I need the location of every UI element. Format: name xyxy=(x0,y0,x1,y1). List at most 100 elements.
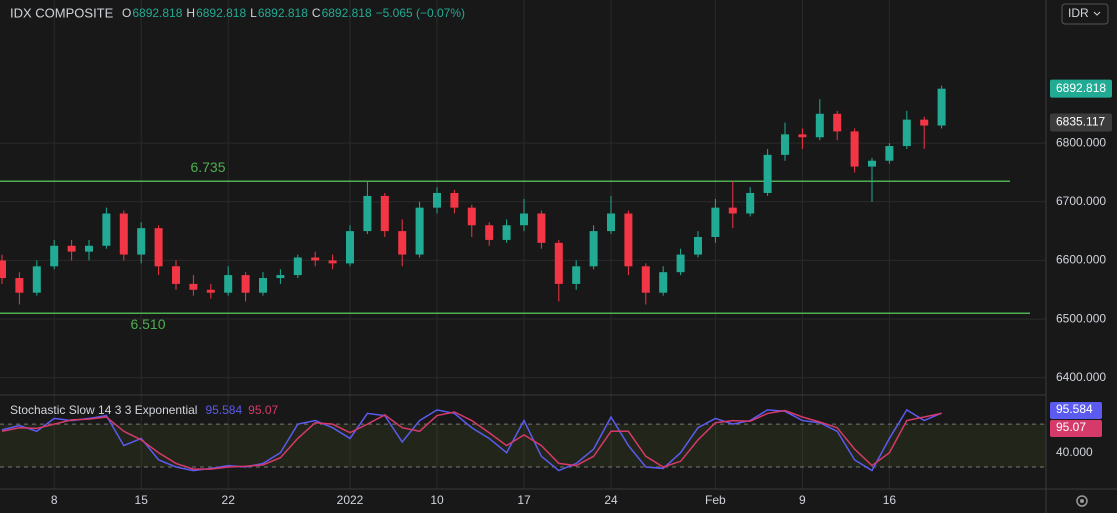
x-tick-label: 24 xyxy=(604,493,618,507)
price-label: 6835.117 xyxy=(1056,115,1105,129)
chevron xyxy=(1093,11,1101,16)
candle-body xyxy=(920,119,929,126)
candle-body xyxy=(728,207,737,214)
candle-body xyxy=(624,213,633,267)
candle-body xyxy=(102,213,111,246)
candle-body xyxy=(0,260,6,279)
header: IDX COMPOSITE O 6892.818 H 6892.818 L 6892.81… xyxy=(10,5,465,20)
gear[interactable] xyxy=(1076,495,1088,507)
level-label: 6.735 xyxy=(190,159,225,175)
candle-body xyxy=(433,192,441,208)
candle-body xyxy=(711,207,720,237)
y-tick-label: 6600.000 xyxy=(1056,253,1106,267)
candle-body xyxy=(850,131,859,167)
change: −5.065 (−0.07%) xyxy=(376,6,465,20)
candle-body xyxy=(119,213,128,255)
candle-body xyxy=(833,113,842,132)
candle-body xyxy=(520,213,528,226)
indicator-label: 95.07 xyxy=(1056,420,1086,434)
indicator-value: 95.584 xyxy=(205,403,242,417)
y-tick-label: 6700.000 xyxy=(1056,194,1106,208)
legend-value: 6892.818 xyxy=(196,6,246,20)
candle-body xyxy=(868,160,876,167)
price-label: 6892.818 xyxy=(1056,81,1106,95)
legend-key: H xyxy=(186,6,195,20)
indicator-label: 95.584 xyxy=(1056,402,1093,416)
candle-body xyxy=(502,225,511,240)
price-label-box xyxy=(1050,79,1112,98)
candle-body xyxy=(206,289,215,293)
candle-body xyxy=(224,275,233,293)
legend-value: 6892.818 xyxy=(322,6,372,20)
x-tick-label: 16 xyxy=(883,493,897,507)
candle-body xyxy=(763,154,772,193)
x-tick-label: 17 xyxy=(517,493,531,507)
plot: 6400.000 6500.000 6600.000 6700.000 6800.000… xyxy=(0,79,1112,507)
currency[interactable]: IDR xyxy=(1068,6,1089,20)
indicator-title: Stochastic Slow 14 3 3 Exponential xyxy=(10,403,197,417)
candle-body xyxy=(694,236,702,255)
candle-body xyxy=(937,88,946,126)
candle-body xyxy=(798,134,807,138)
candle-body xyxy=(450,192,459,208)
candle-body xyxy=(676,254,685,273)
candle-body xyxy=(328,260,337,264)
x-tick-label: 9 xyxy=(799,493,806,507)
candle-body xyxy=(781,134,789,155)
chart-title: IDX COMPOSITE xyxy=(10,5,114,20)
candle-body xyxy=(815,113,824,138)
candle-body xyxy=(380,195,389,232)
candle-body xyxy=(485,225,494,240)
indicator-label-box xyxy=(1050,420,1102,437)
currency-button[interactable]: IDR xyxy=(1061,3,1109,25)
candle-body xyxy=(172,266,180,284)
indicator-tick-label: 40.000 xyxy=(1056,445,1093,459)
price-label-box xyxy=(1050,113,1112,132)
candle-body xyxy=(537,213,546,243)
candle-body xyxy=(902,119,911,147)
legend-value: 6892.818 xyxy=(258,6,308,20)
candle-body xyxy=(50,245,59,267)
legend-key: C xyxy=(312,6,321,20)
candle-body xyxy=(554,242,563,284)
y-tick-label: 6800.000 xyxy=(1056,135,1106,149)
candle-body xyxy=(137,228,146,255)
candle-body xyxy=(85,245,93,252)
x-tick-label: 15 xyxy=(135,493,149,507)
settings-icon[interactable] xyxy=(1076,495,1088,507)
legend-key: L xyxy=(250,6,257,20)
candle-body xyxy=(641,266,650,293)
candle-body xyxy=(398,231,407,255)
candle-body xyxy=(67,245,76,252)
candle-body xyxy=(189,283,198,290)
candle-body xyxy=(885,146,894,161)
candle-body xyxy=(607,213,615,232)
candle-body xyxy=(241,275,250,293)
candle-body xyxy=(259,278,267,293)
y-tick-label: 6400.000 xyxy=(1056,370,1106,384)
x-tick-label: 10 xyxy=(430,493,444,507)
gear-center xyxy=(1080,499,1084,503)
candle-body xyxy=(572,266,581,284)
candle-body xyxy=(659,272,668,293)
candle-body xyxy=(276,275,285,279)
candle-body xyxy=(467,207,476,226)
candle-body xyxy=(154,228,163,267)
x-tick-label: Feb xyxy=(705,493,726,507)
grid xyxy=(0,0,1046,489)
candle-body xyxy=(346,231,354,264)
candle-body xyxy=(15,278,24,293)
band-fill xyxy=(0,424,1046,467)
currency-box[interactable] xyxy=(1061,3,1109,25)
indicator-label-box xyxy=(1050,402,1102,419)
indicator-value: 95.07 xyxy=(248,403,278,417)
legend-key: O xyxy=(122,6,131,20)
y-tick-label: 6500.000 xyxy=(1056,311,1106,325)
x-tick-label: 8 xyxy=(51,493,58,507)
x-tick-label: 2022 xyxy=(337,493,364,507)
candle-body xyxy=(746,192,755,214)
candle-body xyxy=(363,195,372,232)
level-label: 6.510 xyxy=(130,316,165,332)
candle-body xyxy=(293,257,302,276)
